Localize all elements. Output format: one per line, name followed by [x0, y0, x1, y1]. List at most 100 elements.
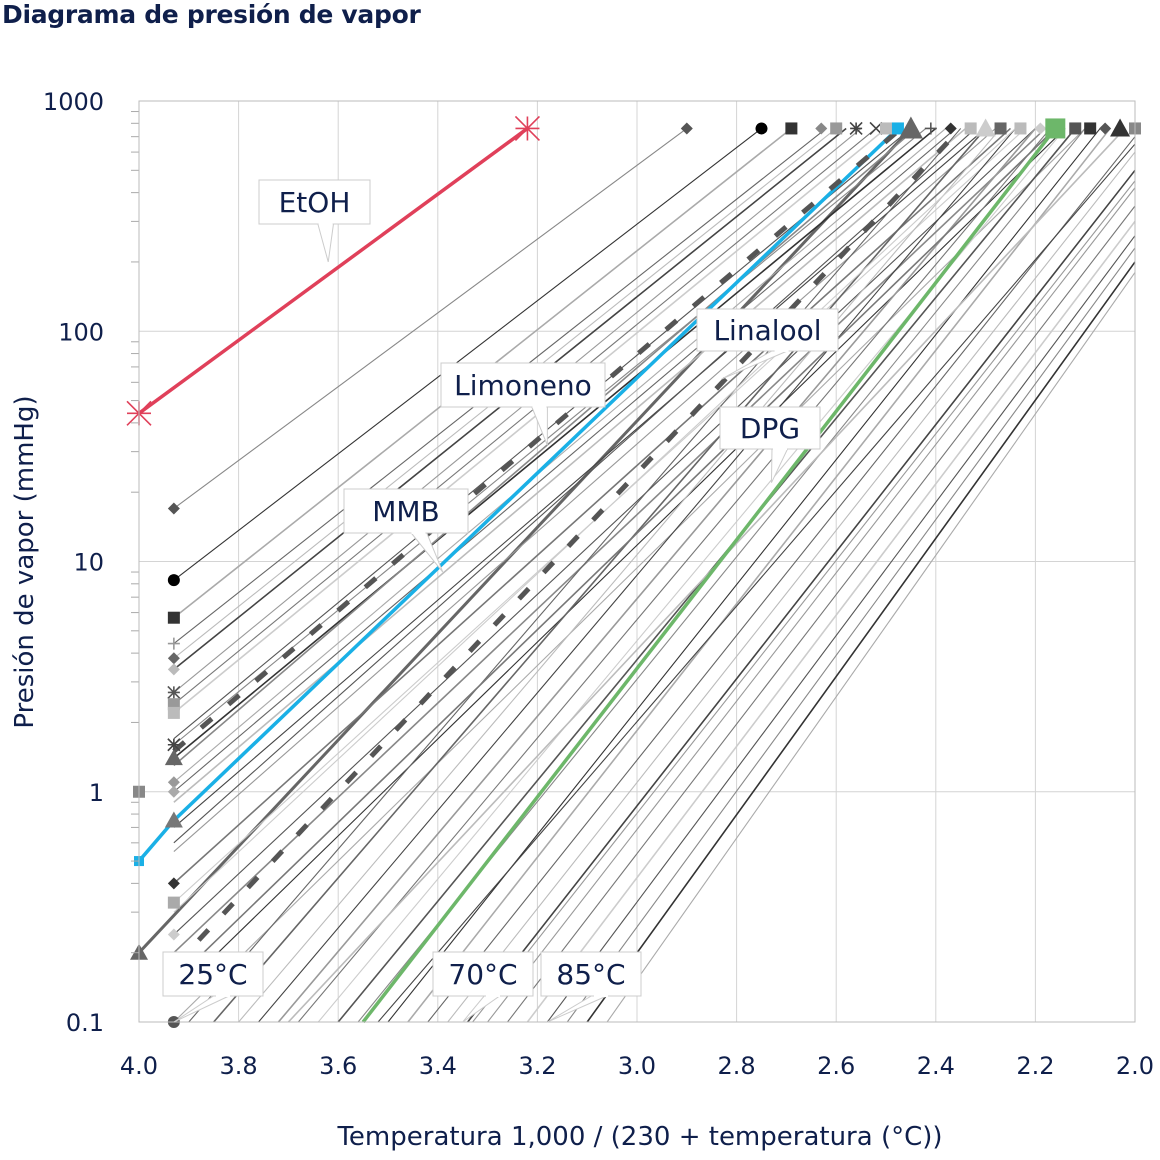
series-line [258, 128, 1016, 1023]
diamond-marker [167, 776, 180, 789]
callout-pointer [721, 349, 790, 380]
diamond-marker [167, 502, 180, 515]
square-marker [830, 122, 843, 135]
x-tick-label: 2.0 [1116, 1052, 1154, 1080]
series-linalool [196, 126, 963, 942]
series-line [173, 128, 762, 581]
callout-box [162, 951, 264, 997]
callout-box [258, 179, 371, 225]
series-line [173, 128, 927, 746]
callout-pointer [547, 994, 610, 1023]
y-tick-label: 1 [89, 779, 104, 807]
x-tick-label: 3.2 [518, 1052, 556, 1080]
callout-label: MMB [372, 495, 440, 528]
plus-marker [167, 637, 180, 650]
callout-label: Linalool [713, 314, 821, 347]
x-tick-label: 3.6 [319, 1052, 357, 1080]
callout-label: 70°C [448, 958, 517, 991]
plus-marker [924, 122, 937, 135]
callout-label: Limoneno [454, 369, 592, 402]
series-line [407, 127, 1111, 1023]
series-line [507, 205, 1136, 1023]
callout-box [343, 488, 469, 534]
x-tick-label: 4.0 [120, 1052, 158, 1080]
diamond-marker [815, 122, 828, 135]
diamond-marker [167, 785, 180, 798]
x-tick-label: 2.4 [917, 1052, 955, 1080]
callout-pointer [462, 994, 503, 1023]
callout-label: 85°C [556, 958, 625, 991]
callout-25c: 25°C [162, 951, 264, 1023]
series-line [546, 235, 1136, 1023]
series-line [173, 128, 1086, 1023]
series-limoneno [172, 126, 903, 754]
background-series [137, 127, 1136, 1023]
asterisk-marker [849, 121, 863, 136]
callout-mmb: MMB [343, 488, 469, 573]
series-line [566, 247, 1136, 1023]
x-tick-label: 2.2 [1016, 1052, 1054, 1080]
square-marker [1084, 122, 1097, 135]
x-tick-label: 2.8 [718, 1052, 756, 1080]
callout-linalool: Linalool [696, 308, 839, 380]
series-line [487, 187, 1136, 1023]
square-marker [1014, 122, 1027, 135]
y-tick-label: 0.1 [66, 1009, 104, 1037]
series-line [213, 127, 987, 1023]
y-axis-label: Presión de vapor (mmHg) [10, 395, 40, 728]
series-line [173, 128, 986, 828]
callout-label: EtOH [279, 186, 351, 219]
square-marker [167, 896, 180, 909]
series-line [297, 128, 1051, 1023]
triangle-marker [164, 811, 183, 828]
series-line [173, 128, 688, 509]
diamond-marker [167, 877, 180, 890]
diamond-marker [680, 122, 693, 135]
asterisk-marker [514, 115, 541, 142]
series-line [238, 128, 1001, 1023]
callout-box [432, 951, 534, 997]
series-line [472, 180, 1136, 1023]
series-line [173, 127, 917, 767]
callout-85c: 85°C [540, 951, 642, 1023]
series-line [188, 128, 962, 1023]
asterisk-marker [167, 738, 181, 752]
callout-label: 25°C [178, 958, 247, 991]
callout-box [719, 406, 821, 450]
series-line [173, 127, 967, 803]
series-line [606, 272, 1136, 1023]
series-line [173, 128, 996, 852]
square-marker [880, 122, 892, 135]
triangle-marker [898, 116, 923, 139]
series-line [173, 128, 1036, 935]
series-line [173, 128, 947, 783]
asterisk-marker [167, 685, 181, 699]
x-tick-label: 3.0 [618, 1052, 656, 1080]
callout-70c: 70°C [432, 951, 534, 1023]
series-line [173, 128, 877, 705]
diamond-marker [167, 928, 180, 941]
series-line [427, 136, 1136, 1023]
series-line [387, 128, 1101, 1023]
series-dpg [361, 127, 1057, 1024]
series-line [173, 127, 887, 714]
square-marker [167, 611, 180, 624]
plot-frame [138, 100, 1136, 1023]
square-marker [785, 122, 798, 135]
circle-marker [167, 574, 180, 587]
callout-etoh: EtOH [258, 179, 371, 263]
series-line [173, 127, 1046, 954]
triangle-marker [1110, 118, 1131, 137]
y-tick-label: 100 [58, 318, 104, 346]
square-marker [167, 706, 180, 719]
diamond-marker [167, 652, 180, 665]
series-etoh [137, 127, 529, 415]
series-line [467, 169, 1136, 1023]
square-marker [1069, 122, 1082, 135]
y-tick-label: 10 [73, 549, 104, 577]
series-line [377, 143, 1136, 1023]
callout-pointer [173, 994, 232, 1023]
callout-limoneno: Limoneno [440, 362, 606, 446]
diamond-marker [944, 122, 957, 135]
axes: 4.0 3.8 3.6 3.4 3.2 3.0 2.8 2.6 2.4 2.2 2.0 0.1 1 10 1… [43, 88, 1154, 1080]
